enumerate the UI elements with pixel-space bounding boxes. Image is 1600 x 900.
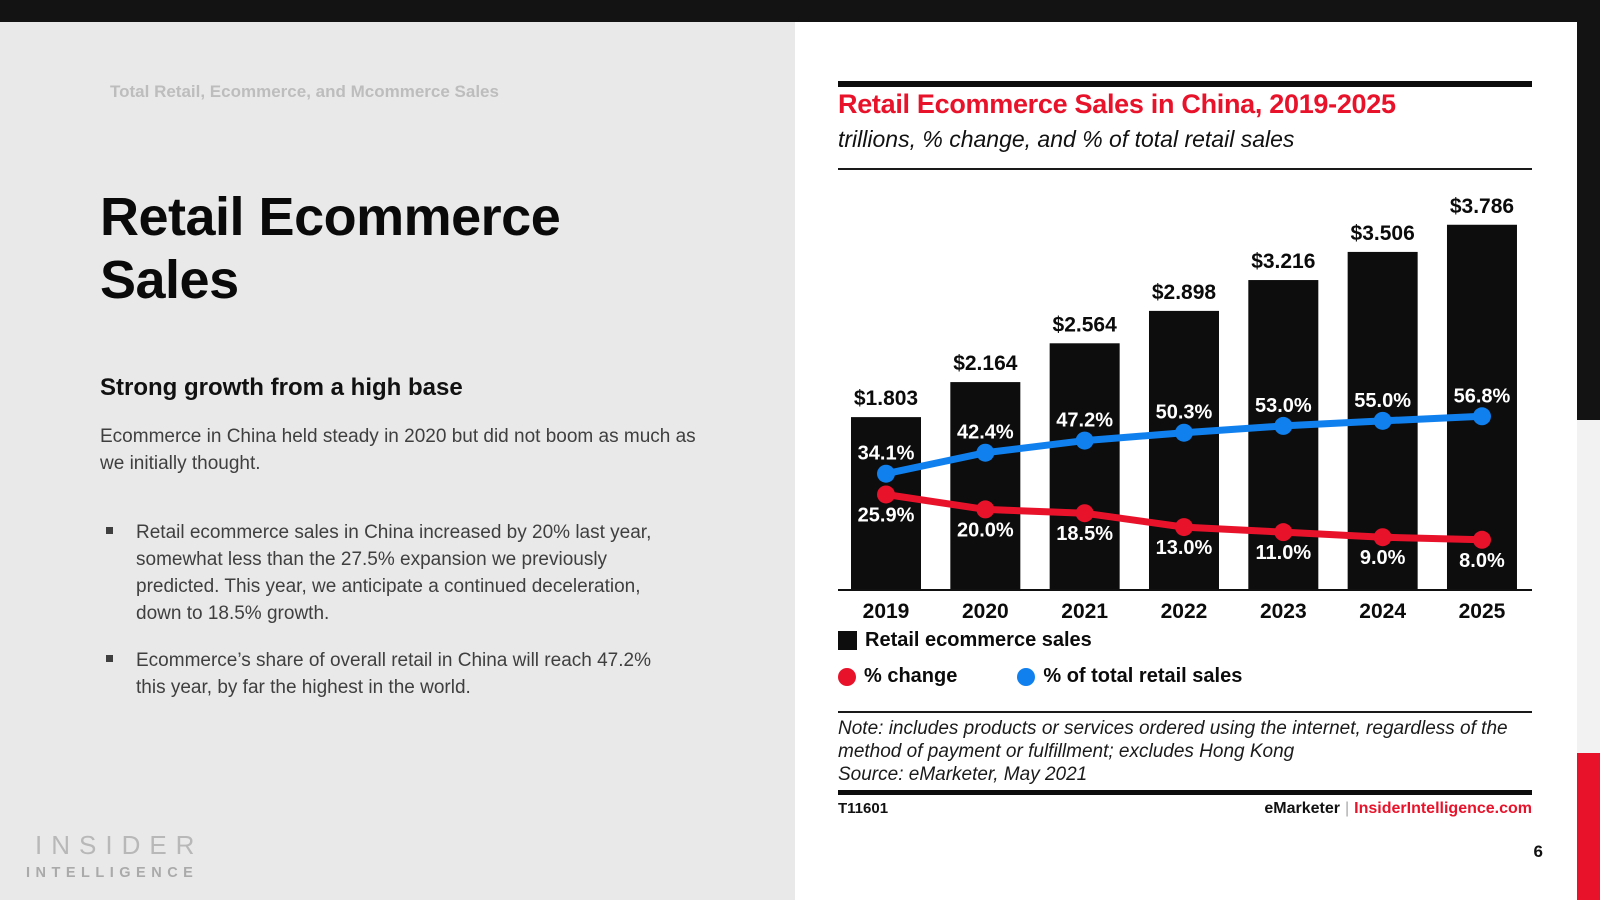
bar-value-label: $2.564 [1053, 313, 1118, 336]
marker-2023 [1274, 416, 1293, 435]
legend-item-bars: Retail ecommerce sales [838, 629, 1092, 652]
strip-red-segment [1577, 753, 1600, 900]
chart-footer: T11601 eMarketer | InsiderIntelligence.com [838, 800, 1532, 818]
report-eyebrow: Total Retail, Ecommerce, and Mcommerce S… [110, 82, 499, 101]
line-value-label: 50.3% [1156, 402, 1213, 424]
intro-paragraph: Ecommerce in China held steady in 2020 b… [100, 426, 696, 474]
line-value-label: 18.5% [1056, 523, 1113, 545]
marker-2021 [1075, 504, 1094, 523]
bar-2020 [950, 382, 1021, 591]
bullet-item: Retail ecommerce sales in China increase… [100, 520, 672, 628]
bullet-marker-icon [106, 654, 113, 662]
marker-2019 [877, 464, 895, 483]
strip-gray-segment [1577, 420, 1600, 753]
x-axis-tick-label: 2022 [1161, 600, 1208, 623]
bullet-text: Ecommerce’s share of overall retail in C… [136, 649, 651, 698]
marker-2021 [1075, 431, 1094, 450]
bar-value-label: $2.164 [953, 352, 1018, 375]
footer-brand: eMarketer [1264, 800, 1341, 817]
line-value-label: 53.0% [1255, 395, 1312, 417]
line-value-label: 42.4% [957, 422, 1014, 444]
line-value-label: 11.0% [1256, 542, 1312, 564]
line-value-label: 20.0% [957, 519, 1014, 541]
right-edge-strip [1577, 0, 1600, 900]
line-value-label: 25.9% [858, 504, 915, 526]
x-axis-tick-label: 2025 [1459, 600, 1506, 623]
line-value-label: 9.0% [1360, 547, 1406, 569]
legend-label: % change [864, 665, 958, 687]
divider-thin-notes [838, 711, 1532, 713]
x-axis-tick-label: 2020 [962, 600, 1009, 623]
marker-2023 [1274, 523, 1293, 542]
logo-line-2: INTELLIGENCE [26, 865, 199, 881]
footer-site-link: InsiderIntelligence.com [1354, 800, 1532, 817]
legend-label: Retail ecommerce sales [865, 629, 1092, 651]
line-value-label: 34.1% [858, 443, 915, 465]
marker-2025 [1472, 530, 1491, 549]
insider-intelligence-logo: INSIDER INTELLIGENCE [26, 830, 203, 881]
bullet-item: Ecommerce’s share of overall retail in C… [100, 648, 672, 702]
bullet-marker-icon [106, 527, 113, 534]
legend-row: Retail ecommerce sales [838, 629, 1242, 652]
x-axis-tick-label: 2023 [1260, 600, 1307, 623]
bar-value-label: $1.803 [854, 387, 918, 410]
line-value-label: 47.2% [1056, 410, 1113, 432]
blue-dot-swatch-icon [1017, 667, 1036, 686]
left-panel: Total Retail, Ecommerce, and Mcommerce S… [0, 22, 795, 900]
bullet-text: Retail ecommerce sales in China increase… [136, 522, 652, 624]
line-value-label: 55.0% [1354, 390, 1411, 412]
marker-2025 [1472, 407, 1491, 426]
legend-item-pct-change: % change [838, 665, 957, 688]
bar-value-label: $3.216 [1251, 250, 1315, 273]
bar-value-label: $3.786 [1450, 195, 1514, 218]
logo-line-1: INSIDER [35, 830, 204, 860]
bar-value-label: $2.898 [1152, 281, 1217, 304]
legend-label: % of total retail sales [1043, 665, 1243, 687]
marker-2024 [1373, 411, 1392, 430]
divider-thick-bottom [838, 790, 1532, 795]
footer-credit: eMarketer | InsiderIntelligence.com [1264, 800, 1532, 818]
marker-2024 [1373, 528, 1392, 547]
x-axis-tick-label: 2019 [863, 600, 910, 623]
chart-subtitle: trillions, % change, and % of total reta… [838, 126, 1295, 152]
legend-row: % change % of total retail sales [838, 665, 1242, 688]
marker-2022 [1174, 518, 1193, 537]
note-text: Note: includes products or services orde… [838, 718, 1508, 762]
source-text: Source: eMarketer, May 2021 [838, 763, 1088, 785]
page-number: 6 [1533, 842, 1543, 861]
bullet-list: Retail ecommerce sales in China increase… [100, 500, 672, 702]
marker-2019 [877, 485, 895, 504]
page-title: Retail Ecommerce Sales [100, 187, 561, 310]
chart-panel: Retail Ecommerce Sales in China, 2019-20… [795, 22, 1577, 900]
bar-2022 [1148, 310, 1219, 591]
section-subtitle: Strong growth from a high base [100, 374, 463, 401]
marker-2022 [1174, 423, 1193, 442]
x-axis-tick-label: 2021 [1061, 600, 1108, 623]
marker-2020 [976, 500, 995, 519]
chart-legend: Retail ecommerce sales % change % of tot… [838, 629, 1242, 701]
x-axis-tick-label: 2024 [1359, 600, 1406, 623]
black-square-swatch-icon [838, 631, 857, 650]
red-dot-swatch-icon [838, 667, 856, 686]
table-id: T11601 [838, 800, 889, 817]
chart-title: Retail Ecommerce Sales in China, 2019-20… [838, 89, 1396, 119]
top-black-bar [0, 0, 1600, 22]
sales-chart: $1.803 $2.164 $2.564 $2.898 $3.216 $3.506 $3.7… [838, 195, 1532, 623]
footer-separator: | [1345, 800, 1350, 817]
divider-thin-top [838, 168, 1532, 170]
bar-2021 [1049, 343, 1120, 591]
strip-black-segment [1577, 0, 1600, 420]
marker-2020 [976, 443, 995, 462]
bar-2019 [851, 417, 921, 591]
bar-value-label: $3.506 [1351, 222, 1415, 245]
line-value-label: 8.0% [1459, 550, 1505, 572]
line-value-label: 56.8% [1454, 385, 1511, 407]
divider-thick-top [838, 81, 1532, 87]
legend-item-share: % of total retail sales [1017, 665, 1242, 688]
chart-notes: Note: includes products or services orde… [838, 718, 1532, 786]
line-value-label: 13.0% [1156, 537, 1213, 559]
